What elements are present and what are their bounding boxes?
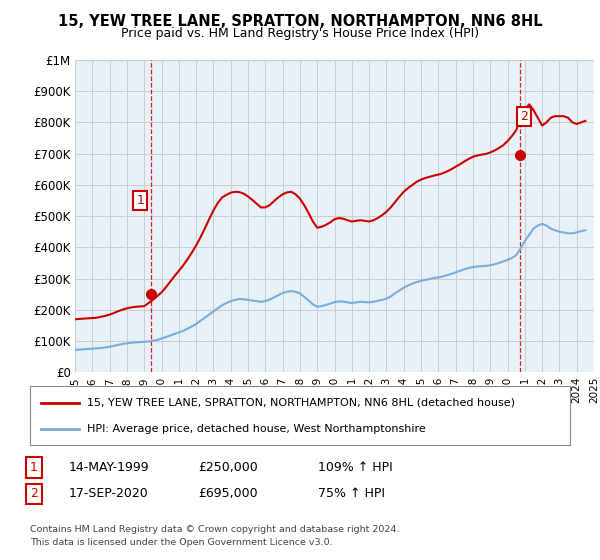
Text: 14-MAY-1999: 14-MAY-1999 [69,461,149,474]
Text: 109% ↑ HPI: 109% ↑ HPI [318,461,393,474]
Text: 1: 1 [30,461,38,474]
Text: Price paid vs. HM Land Registry's House Price Index (HPI): Price paid vs. HM Land Registry's House … [121,27,479,40]
Text: £695,000: £695,000 [198,487,257,501]
Text: HPI: Average price, detached house, West Northamptonshire: HPI: Average price, detached house, West… [86,424,425,434]
Text: Contains HM Land Registry data © Crown copyright and database right 2024.
This d: Contains HM Land Registry data © Crown c… [30,525,400,547]
Text: 15, YEW TREE LANE, SPRATTON, NORTHAMPTON, NN6 8HL (detached house): 15, YEW TREE LANE, SPRATTON, NORTHAMPTON… [86,398,515,408]
Text: 17-SEP-2020: 17-SEP-2020 [69,487,149,501]
Text: 2: 2 [520,110,528,123]
Text: 1: 1 [136,194,144,207]
Text: £250,000: £250,000 [198,461,258,474]
Text: 75% ↑ HPI: 75% ↑ HPI [318,487,385,501]
Text: 2: 2 [30,487,38,501]
Text: 15, YEW TREE LANE, SPRATTON, NORTHAMPTON, NN6 8HL: 15, YEW TREE LANE, SPRATTON, NORTHAMPTON… [58,14,542,29]
